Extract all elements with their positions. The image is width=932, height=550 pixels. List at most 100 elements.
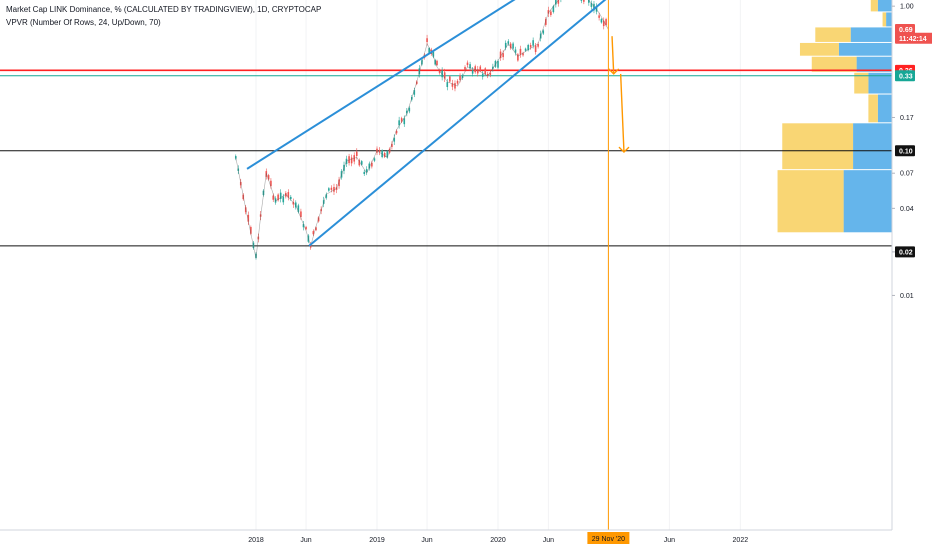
candle-body <box>290 196 292 199</box>
candle-body <box>454 83 456 89</box>
candle-body <box>432 51 435 57</box>
chart-title: Market Cap LINK Dominance, % (CALCULATED… <box>6 5 322 14</box>
candle-body <box>590 3 593 7</box>
candle-body <box>522 53 524 56</box>
volume-profile-down-bar <box>815 27 851 42</box>
crosshair-date-label: 29 Nov '20 <box>592 536 625 543</box>
candle-body <box>557 0 560 4</box>
candle-body <box>542 30 545 34</box>
candle-body <box>368 163 371 169</box>
candle-body <box>315 227 317 231</box>
candle-body <box>413 90 416 95</box>
projection-arrowhead <box>608 68 620 75</box>
candle-body <box>355 151 358 156</box>
volume-profile-down-bar <box>882 12 887 27</box>
candle-body <box>277 194 279 201</box>
candle-body <box>358 159 361 166</box>
price-tag <box>895 23 915 35</box>
candle-body <box>365 169 368 173</box>
candle-body <box>279 192 282 199</box>
volume-profile-up-bar <box>856 56 892 72</box>
candle-body <box>333 187 335 192</box>
candle-body <box>545 18 547 25</box>
candle-body <box>499 51 502 59</box>
candle-body <box>527 44 529 51</box>
candle-body <box>302 224 305 228</box>
candle-body <box>537 44 539 47</box>
volume-profile-down-bar <box>868 94 878 123</box>
x-tick-label: 2018 <box>248 537 264 544</box>
candle-body <box>456 80 459 84</box>
price-tag-label: 0.02 <box>899 249 913 256</box>
candle-body <box>514 49 517 53</box>
candle-body <box>524 48 527 51</box>
x-tick-label: Jun <box>421 537 432 544</box>
candle-body <box>598 15 600 18</box>
price-tag <box>895 145 915 157</box>
candle-body <box>426 38 428 42</box>
price-tag-label: 0.33 <box>899 73 913 80</box>
candle-body <box>459 75 461 81</box>
volume-profile-up-bar <box>838 42 892 56</box>
candle-body <box>328 188 330 191</box>
y-tick-label: 0.04 <box>900 206 914 213</box>
price-tag <box>895 32 932 44</box>
y-tick-label: 1.00 <box>900 4 914 11</box>
candle-body <box>436 60 438 66</box>
x-tick-label: 2019 <box>369 537 385 544</box>
candle-body <box>471 69 474 74</box>
candle-body <box>555 0 557 5</box>
candle-body <box>486 73 489 76</box>
volume-profile-up-bar <box>886 12 892 27</box>
candle-body <box>532 40 534 46</box>
candle-body <box>360 161 363 165</box>
candle-body <box>400 118 403 122</box>
candle-body <box>247 214 250 222</box>
indicator-label[interactable]: VPVR (Number Of Rows, 24, Up/Down, 70) <box>6 18 161 27</box>
candle-body <box>529 45 532 48</box>
candle-body <box>481 73 484 77</box>
candle-body <box>408 107 411 112</box>
candle-body <box>395 130 398 134</box>
volume-profile-up-bar <box>850 27 892 42</box>
projection-arrowhead <box>618 146 630 154</box>
candle-body <box>512 43 514 49</box>
volume-profile-up-bar <box>868 72 892 94</box>
candle-body <box>484 68 487 75</box>
channel-trendline <box>246 0 516 170</box>
price-tag-label: 0.69 <box>899 27 913 34</box>
candle-body <box>250 227 252 234</box>
candle-body <box>583 0 585 2</box>
candle-body <box>580 0 583 1</box>
price-tag-label: 0.10 <box>899 148 913 155</box>
candle-body <box>363 171 366 175</box>
y-tick-label: 0.07 <box>900 171 914 178</box>
candle-body <box>330 187 333 190</box>
candle-body <box>479 66 482 71</box>
candle-body <box>438 70 441 73</box>
candle-body <box>443 72 446 79</box>
volume-profile-up-bar <box>843 170 892 233</box>
candle-body <box>350 157 353 164</box>
candle-body <box>391 143 393 147</box>
candle-body <box>466 62 469 66</box>
x-tick-label: 2020 <box>490 537 506 544</box>
volume-profile-down-bar <box>782 123 854 170</box>
candle-body <box>534 45 537 53</box>
candle-body <box>605 19 607 26</box>
candle-body <box>378 149 381 153</box>
candle-body <box>494 60 497 67</box>
candle-body <box>449 76 451 82</box>
candle-body <box>552 6 555 13</box>
candle-body <box>373 158 376 161</box>
candle-body <box>371 162 373 167</box>
volume-profile-down-bar <box>811 56 857 72</box>
candle-body <box>428 48 430 53</box>
candle-body <box>502 53 504 58</box>
candle-body <box>446 82 449 88</box>
candle-body <box>403 118 406 125</box>
candle-body <box>547 10 550 14</box>
channel-trendline <box>308 0 607 247</box>
